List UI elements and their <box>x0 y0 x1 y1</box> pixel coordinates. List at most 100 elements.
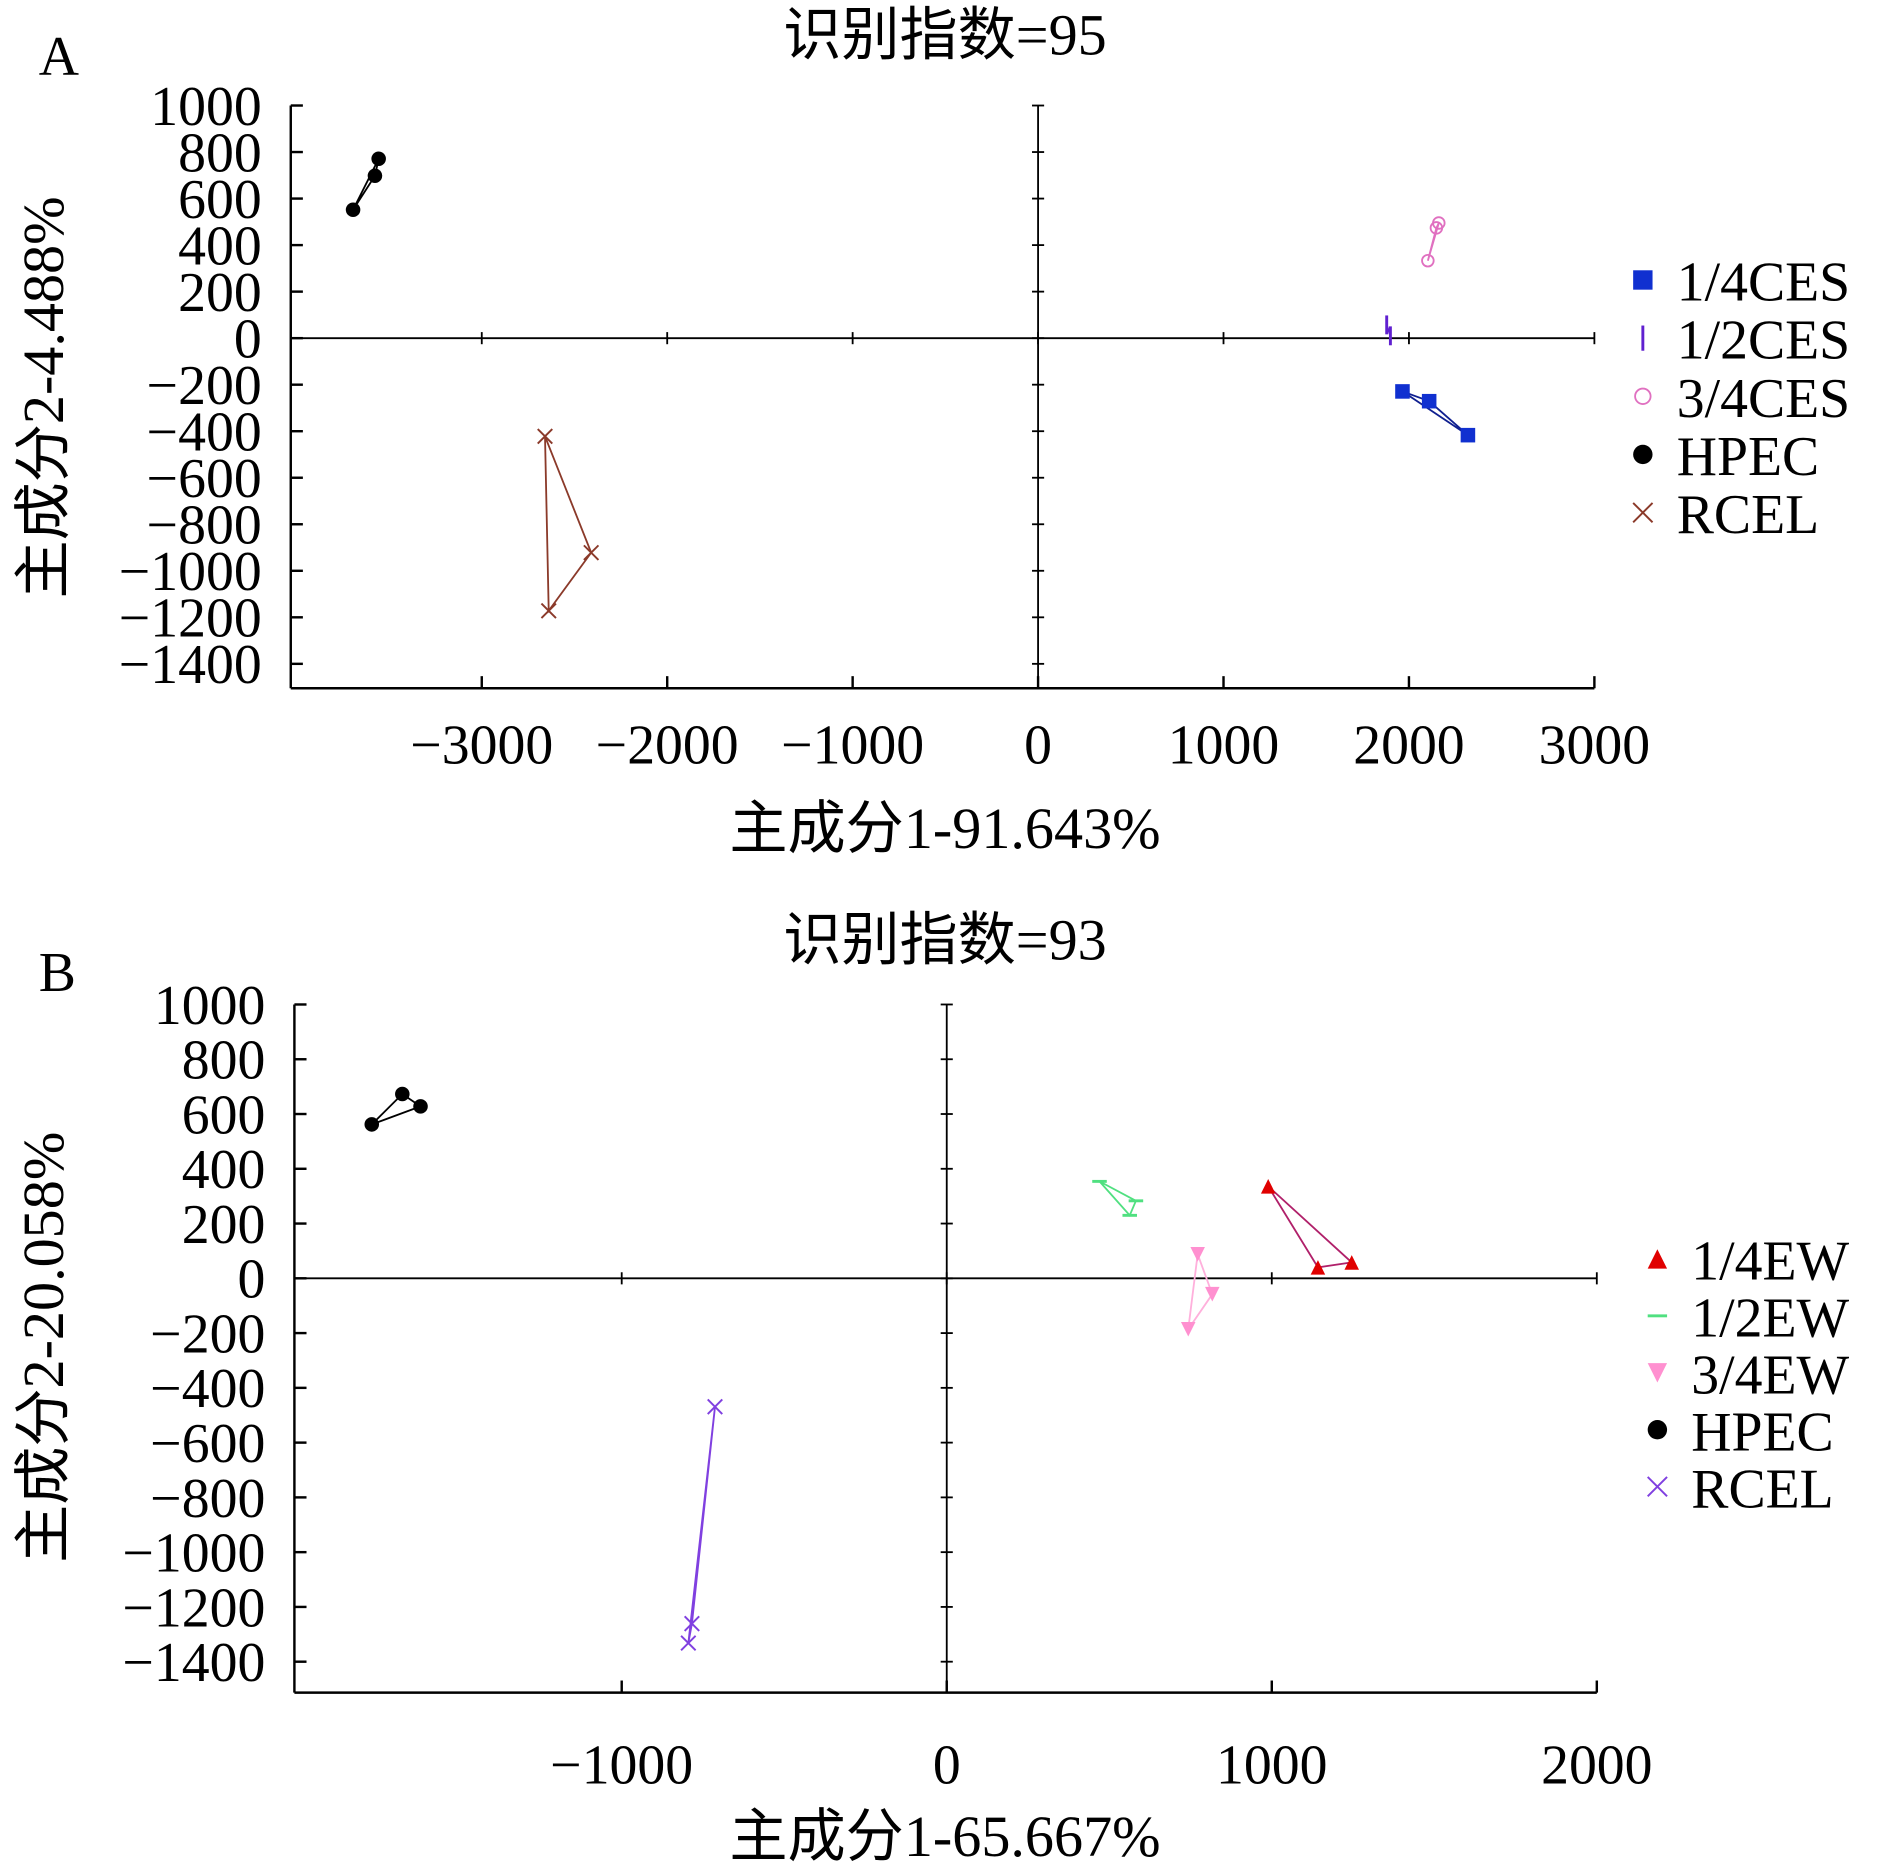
series-hpec <box>364 1086 428 1132</box>
data-point <box>371 151 386 167</box>
series-1-4ces <box>1395 384 1476 443</box>
y-tick-label: −1400 <box>119 634 262 696</box>
data-point <box>540 602 557 619</box>
y-tick-label: 600 <box>178 169 262 231</box>
data-point <box>707 1398 723 1415</box>
y-tick-label: −200 <box>150 1303 265 1365</box>
series-outline <box>1401 390 1469 436</box>
x-tick-label: 2000 <box>1353 714 1464 776</box>
y-tick-label: −600 <box>147 448 262 510</box>
series-3-4ew <box>1180 1246 1220 1337</box>
y-tick-label: −800 <box>150 1468 265 1530</box>
data-point <box>1421 393 1437 409</box>
series-1-2ew <box>1092 1179 1144 1218</box>
y-tick-label: −1000 <box>119 541 262 603</box>
data-point <box>1388 326 1392 346</box>
x-axis-label-a: 主成分1-91.643% <box>729 796 1160 861</box>
legend-marker <box>1647 1420 1668 1440</box>
y-tick-label: −1000 <box>122 1523 265 1585</box>
x-tick-label: 3000 <box>1539 714 1650 776</box>
legend-marker <box>1647 1476 1668 1498</box>
x-tick-label: 0 <box>1024 714 1052 776</box>
data-point <box>1128 1199 1144 1203</box>
y-axis-label-b: 主成分2-20.058% <box>11 1132 76 1563</box>
data-point <box>1310 1260 1326 1275</box>
x-tick-label: −3000 <box>410 714 553 776</box>
data-point <box>1260 1179 1276 1194</box>
data-point <box>1180 1321 1196 1337</box>
data-point <box>413 1099 428 1114</box>
panel-b: B 识别指数=93 主成分1-65.667% 主成分2-20.058% −100… <box>11 908 1850 1866</box>
series-rcel <box>537 428 600 619</box>
legend-label: HPEC <box>1691 1401 1833 1463</box>
y-tick-label: −200 <box>147 355 262 417</box>
data-point <box>1344 1255 1360 1270</box>
data-point <box>364 1117 380 1132</box>
y-tick-label: −600 <box>150 1413 265 1475</box>
y-tick-label: −400 <box>147 402 262 464</box>
series-outline <box>1267 1185 1354 1269</box>
data-point <box>680 1635 697 1652</box>
series-outline <box>352 158 380 211</box>
data-point <box>1122 1213 1138 1217</box>
series-1-4ew <box>1260 1179 1360 1275</box>
y-tick-label: −1200 <box>119 588 262 650</box>
legend-label: HPEC <box>1677 426 1819 488</box>
y-tick-label: 1000 <box>150 76 261 138</box>
data-point <box>395 1086 410 1102</box>
y-tick-label: −1400 <box>122 1632 265 1694</box>
y-tick-label: −1200 <box>122 1577 265 1639</box>
series-outline <box>1426 222 1440 261</box>
legend-marker <box>1647 1363 1668 1383</box>
data-point <box>1460 427 1476 443</box>
data-point <box>1385 315 1389 335</box>
y-tick-label: 0 <box>234 309 262 371</box>
data-point <box>1395 384 1410 399</box>
panel-a: A 识别指数=95 主成分1-91.643% 主成分2-4.488% −3000… <box>11 3 1850 862</box>
legend-marker <box>1634 387 1652 405</box>
y-tick-label: −400 <box>150 1358 265 1420</box>
series-1-2ces <box>1385 315 1392 346</box>
x-tick-label: 0 <box>933 1735 961 1797</box>
data-point <box>583 544 600 561</box>
legend-label: RCEL <box>1677 484 1819 546</box>
x-tick-label: −1000 <box>550 1735 693 1797</box>
legend-label: 1/4EW <box>1691 1231 1849 1293</box>
series-3-4ces <box>1421 216 1446 268</box>
x-tick-label: 2000 <box>1541 1735 1652 1797</box>
legend-marker <box>1641 325 1645 351</box>
y-tick-label: 1000 <box>154 975 265 1037</box>
data-point <box>345 202 361 218</box>
data-point <box>367 168 383 184</box>
series-outline <box>544 435 593 614</box>
legend-label: 1/4CES <box>1677 252 1850 314</box>
series-outline <box>687 1406 716 1644</box>
legend-label: 3/4CES <box>1677 368 1850 430</box>
legend-marker <box>1633 270 1653 290</box>
data-point <box>1429 221 1444 235</box>
y-axis-label-a: 主成分2-4.488% <box>11 196 76 598</box>
series-outline <box>371 1092 423 1126</box>
x-tick-label: −1000 <box>781 714 924 776</box>
data-point <box>537 428 553 445</box>
x-tick-label: 1000 <box>1168 714 1279 776</box>
y-tick-label: 200 <box>178 262 262 324</box>
legend-label: 1/2CES <box>1677 310 1850 372</box>
panel-label-a: A <box>39 26 79 88</box>
data-point <box>683 1615 700 1632</box>
legend-marker <box>1647 1249 1668 1269</box>
data-point <box>1421 253 1435 268</box>
data-point <box>1190 1246 1205 1262</box>
chart-title-b: 识别指数=93 <box>783 908 1107 973</box>
series-outline <box>1098 1180 1138 1218</box>
legend-label: 1/2EW <box>1691 1287 1849 1349</box>
chart-title-a: 识别指数=95 <box>783 3 1107 68</box>
x-tick-label: −2000 <box>596 714 739 776</box>
series-hpec <box>345 151 386 218</box>
y-tick-label: 0 <box>237 1249 265 1311</box>
y-tick-label: −800 <box>147 495 262 557</box>
legend-label: 3/4EW <box>1691 1344 1849 1406</box>
y-tick-label: 800 <box>182 1030 266 1092</box>
legend-marker <box>1632 502 1654 523</box>
data-point <box>1092 1179 1107 1183</box>
